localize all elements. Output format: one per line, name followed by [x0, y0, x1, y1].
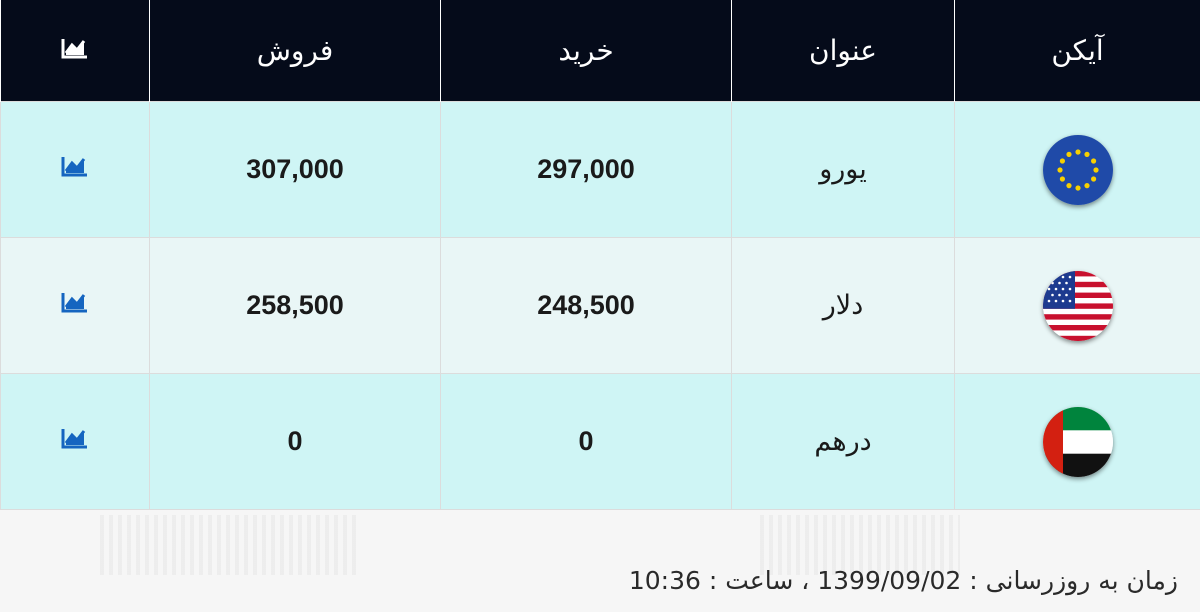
chart-cell	[0, 101, 150, 238]
buy-price: 297,000	[440, 101, 732, 238]
header-chart	[0, 0, 150, 102]
chart-cell	[0, 237, 150, 374]
flag-cell	[954, 373, 1200, 510]
flag-cell	[954, 101, 1200, 238]
chart-icon[interactable]	[60, 154, 90, 178]
buy-price: 248,500	[440, 237, 732, 374]
chart-icon[interactable]	[60, 290, 90, 314]
buy-price: 0	[440, 373, 732, 510]
header-buy: خرید	[440, 0, 732, 102]
table-header-row: آیکن عنوان خرید فروش	[0, 0, 1200, 102]
flag-cell	[954, 237, 1200, 374]
currency-name: یورو	[731, 101, 955, 238]
header-sell: فروش	[149, 0, 441, 102]
chart-icon[interactable]	[60, 426, 90, 450]
exchange-rates-table: آیکن عنوان خرید فروش	[0, 0, 1200, 510]
sell-price: 258,500	[149, 237, 441, 374]
eu-flag-icon	[1042, 134, 1113, 205]
table-row: دلار 248,500 258,500	[0, 237, 1200, 374]
currency-name: دلار	[731, 237, 955, 374]
chart-icon	[60, 36, 90, 60]
background-pattern	[760, 515, 960, 575]
background-pattern	[100, 515, 360, 575]
chart-cell	[0, 373, 150, 510]
header-title: عنوان	[731, 0, 955, 102]
header-icon: آیکن	[954, 0, 1200, 102]
uae-flag-icon	[1042, 406, 1113, 477]
table-row: درهم 0 0	[0, 373, 1200, 510]
sell-price: 0	[149, 373, 441, 510]
sell-price: 307,000	[149, 101, 441, 238]
us-flag-icon	[1042, 270, 1113, 341]
table-row: یورو 297,000 307,000	[0, 101, 1200, 238]
currency-name: درهم	[731, 373, 955, 510]
update-timestamp: زمان به روزرسانی : 1399/09/02 ، ساعت : 1…	[628, 566, 1178, 595]
